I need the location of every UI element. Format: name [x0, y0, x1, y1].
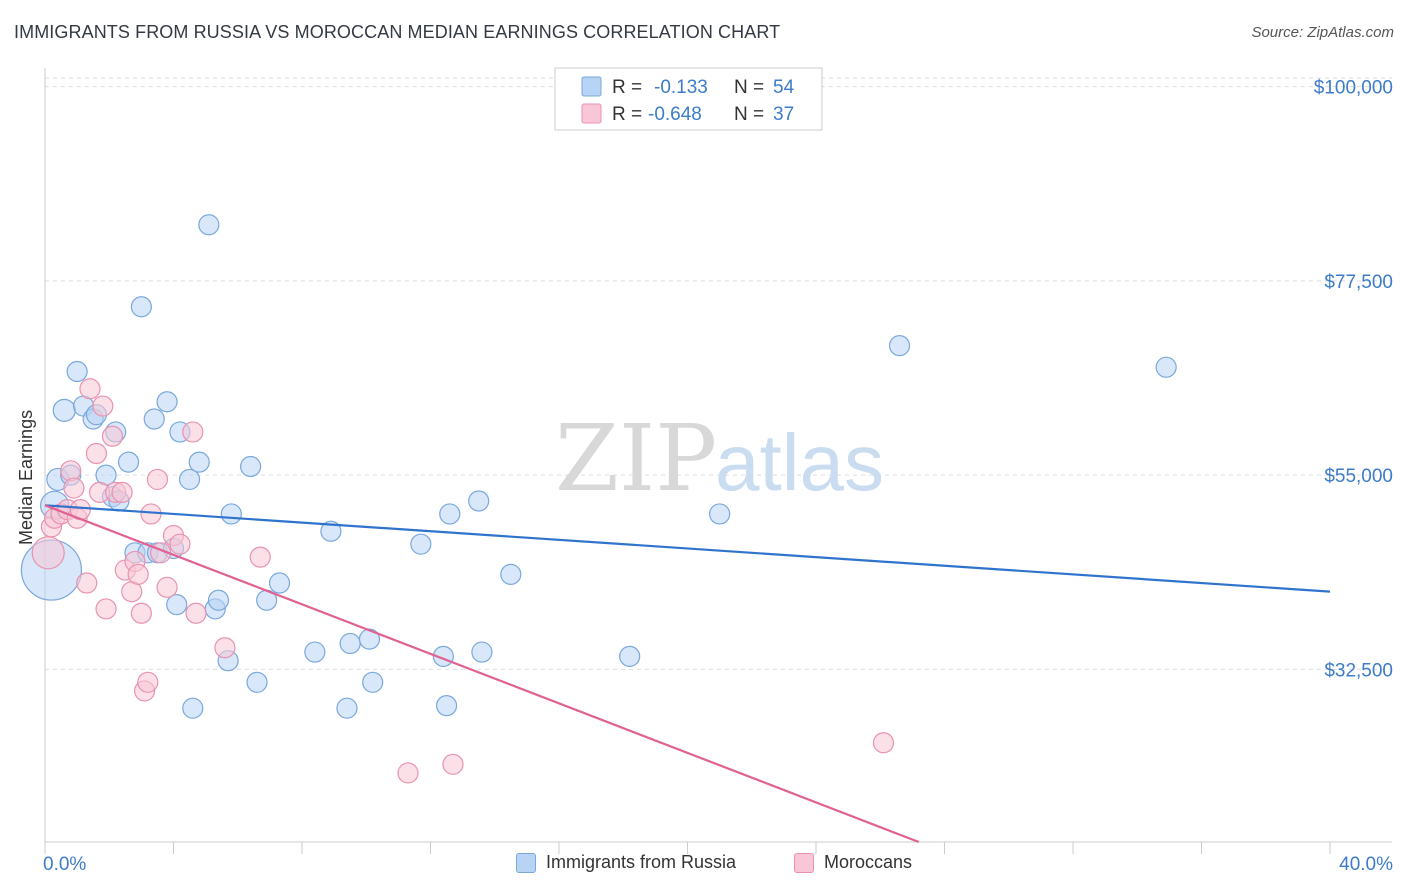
point-russia: [178, 468, 201, 491]
point-russia: [410, 533, 432, 555]
legend-item-moroccans: Moroccans: [794, 852, 912, 873]
point-moroccan: [111, 481, 133, 503]
point-moroccan: [146, 468, 169, 491]
point-moroccan: [101, 425, 124, 447]
point-moroccan: [137, 671, 159, 693]
legend-r-label-russia: R =: [612, 77, 642, 98]
legend-label-russia: Immigrants from Russia: [546, 852, 737, 872]
point-moroccan: [76, 572, 98, 594]
point-moroccan: [92, 395, 114, 417]
point-russia: [320, 520, 342, 542]
legend-label-moroccans: Moroccans: [824, 852, 913, 872]
point-moroccan: [63, 477, 85, 499]
legend-r-label-moroccans: R =: [612, 104, 642, 125]
watermark: ZIP atlas: [555, 405, 884, 512]
legend-n-label-moroccans: N =: [734, 104, 764, 125]
point-moroccan: [872, 732, 895, 754]
legend-r-value-russia: -0.133: [654, 77, 708, 98]
point-russia: [435, 695, 458, 717]
x-tick-label-min: 0.0%: [43, 854, 86, 875]
legend-n-label-russia: N =: [734, 77, 764, 98]
y-tick-labels: $32,500 $55,000 $77,500 $100,000: [1314, 78, 1393, 682]
point-moroccan: [95, 598, 117, 620]
axes: [44, 68, 1392, 854]
legend-swatch-russia: [581, 76, 602, 97]
point-moroccan: [85, 442, 108, 465]
point-moroccan: [397, 762, 419, 784]
point-russia: [304, 641, 326, 663]
point-russia: [362, 671, 384, 693]
point-russia: [52, 398, 76, 422]
point-moroccan: [214, 637, 236, 659]
point-russia: [182, 697, 204, 719]
legend-n-value-moroccans: 37: [773, 104, 794, 125]
point-russia: [117, 451, 140, 473]
trend-line-moroccan: [44, 504, 920, 844]
point-russia: [240, 455, 262, 478]
point-russia: [207, 589, 230, 611]
point-russia: [66, 360, 88, 383]
point-moroccan: [127, 563, 149, 585]
legend-top: R = -0.133 N = 54 R = -0.648 N = 37: [554, 67, 823, 131]
point-russia: [130, 296, 152, 318]
legend-bottom: Immigrants from Russia Moroccans: [0, 850, 1406, 880]
point-russia: [143, 408, 165, 430]
point-moroccan: [156, 576, 178, 598]
point-russia: [336, 697, 358, 719]
point-moroccan: [169, 533, 191, 555]
data-points: [20, 214, 1177, 784]
legend-item-russia: Immigrants from Russia: [516, 852, 736, 873]
y-tick-label: $32,500: [1324, 660, 1393, 681]
x-tick-label-max: 40.0%: [1339, 854, 1393, 875]
x-tick-labels: 0.0% 40.0%: [43, 854, 1393, 875]
legend-swatch-moroccans: [581, 103, 602, 124]
legend-swatch-russia: [516, 852, 536, 873]
point-russia: [471, 641, 493, 663]
legend-r-value-moroccans: -0.648: [648, 104, 702, 125]
point-moroccan: [60, 460, 82, 482]
point-moroccan: [31, 536, 65, 570]
trend-line-russia: [44, 504, 1331, 593]
trend-lines: [44, 504, 1331, 844]
point-russia: [339, 632, 361, 655]
point-russia: [1155, 356, 1177, 378]
source-label: Source: ZipAtlas.com: [1251, 24, 1394, 41]
y-tick-label: $77,500: [1324, 272, 1393, 293]
point-russia: [166, 593, 188, 616]
watermark-zip: ZIP: [555, 405, 717, 512]
point-russia: [500, 563, 522, 585]
point-moroccan: [249, 546, 271, 568]
chart-title: IMMIGRANTS FROM RUSSIA VS MOROCCAN MEDIA…: [14, 22, 781, 42]
point-moroccan: [185, 602, 207, 624]
point-russia: [439, 503, 461, 525]
point-russia: [246, 671, 268, 693]
grid-lines: [45, 77, 1392, 670]
point-russia: [888, 335, 911, 357]
point-russia: [358, 628, 381, 650]
point-russia: [156, 391, 178, 413]
point-moroccan: [182, 421, 204, 443]
legend-swatch-moroccans: [794, 852, 814, 873]
point-moroccan: [130, 602, 152, 624]
y-tick-label: $55,000: [1324, 466, 1393, 487]
point-russia: [468, 490, 490, 512]
point-moroccan: [79, 378, 101, 400]
point-russia: [220, 503, 242, 525]
point-russia: [619, 645, 641, 667]
point-russia: [198, 214, 220, 236]
legend-n-value-russia: 54: [773, 77, 795, 98]
point-russia: [268, 572, 291, 594]
point-russia: [188, 451, 210, 473]
point-moroccan: [442, 753, 464, 775]
y-tick-label: $100,000: [1314, 78, 1393, 99]
watermark-atlas: atlas: [715, 418, 884, 507]
point-russia: [709, 503, 731, 525]
